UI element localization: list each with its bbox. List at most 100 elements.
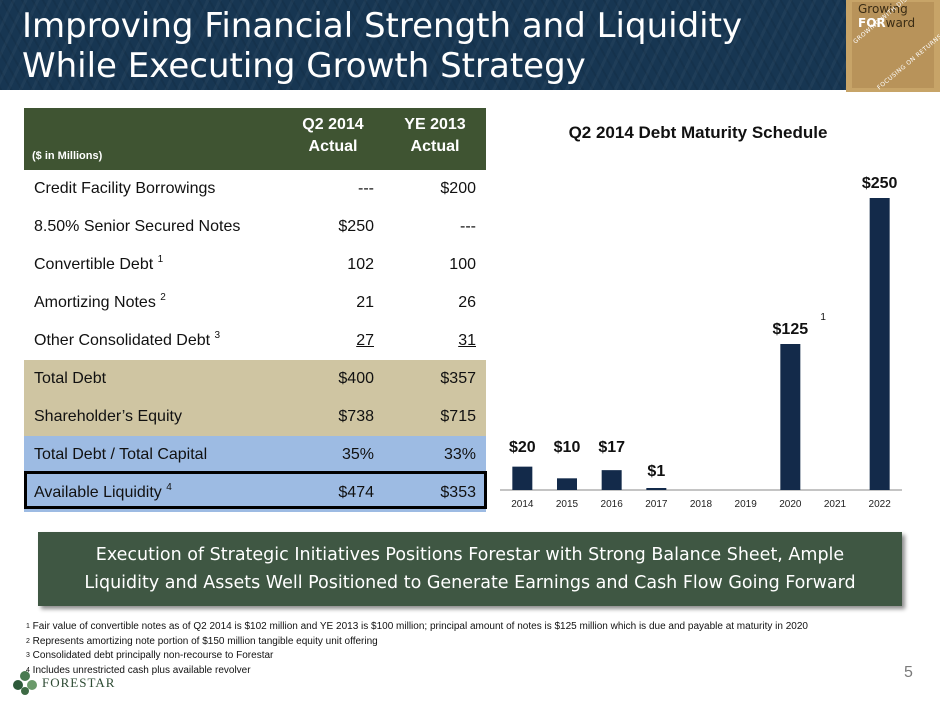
underlined-value: 31 — [458, 332, 476, 349]
company-name: FORESTAR — [42, 675, 116, 690]
row-label: Total Debt / Total Capital — [24, 446, 282, 464]
row-q2-value: $400 — [338, 370, 374, 387]
row-label-text: Total Debt — [34, 370, 107, 387]
row-label-text: Shareholder’s Equity — [34, 408, 182, 425]
table-row: Credit Facility Borrowings --- $200 — [24, 170, 486, 208]
table-row: Convertible Debt 1 102 100 — [24, 246, 486, 284]
x-tick-label: 2014 — [511, 499, 534, 510]
badge-line-1: Growing — [858, 2, 908, 16]
badge-inner — [852, 2, 934, 88]
x-tick-label: 2019 — [735, 499, 758, 510]
table-row-available-liquidity: Available Liquidity 4 $474 $353 — [24, 474, 486, 512]
row-label: Total Debt — [24, 370, 282, 388]
badge-ward: ward — [885, 16, 916, 30]
row-ye-value: 31 — [384, 332, 486, 350]
growing-forward-badge: Growing FORward GROWING WITH DISCIPLINE … — [846, 0, 940, 92]
footnote-number: 3 — [26, 652, 30, 659]
row-label: Convertible Debt 1 — [24, 254, 282, 274]
chart-title: Q2 2014 Debt Maturity Schedule — [568, 123, 828, 142]
bar-2016 — [601, 470, 622, 490]
row-label: Amortizing Notes 2 — [24, 292, 282, 312]
col2-line2: Actual — [410, 138, 460, 155]
table-row-debt-to-capital: Total Debt / Total Capital 35% 33% — [24, 436, 486, 474]
row-ye-value: $357 — [440, 370, 476, 387]
bar-2015 — [557, 478, 577, 490]
footnote-ref: 2 — [160, 292, 166, 303]
footnote-text: Fair value of convertible notes as of Q2… — [29, 621, 808, 632]
x-tick-label: 2018 — [690, 499, 713, 510]
title-line-1: Improving Financial Strength and Liquidi… — [22, 6, 743, 46]
row-label: 8.50% Senior Secured Notes — [24, 218, 282, 236]
data-label: $250 — [862, 175, 898, 192]
row-q2-value: $250 — [338, 218, 374, 235]
footnote: 4 Includes unrestricted cash plus availa… — [26, 664, 906, 679]
row-label: Credit Facility Borrowings — [24, 180, 282, 198]
footnote-number: 1 — [26, 623, 30, 630]
col-header-ye-2013: YE 2013 Actual — [384, 108, 486, 170]
col2-line1: YE 2013 — [404, 116, 466, 133]
row-q2-value: $474 — [338, 484, 374, 501]
row-ye-value: $200 — [440, 180, 476, 197]
debt-summary-table: ($ in Millions) Q2 2014 Actual YE 2013 A… — [24, 108, 486, 512]
footnote-text: Includes unrestricted cash plus availabl… — [29, 664, 251, 676]
row-q2-value: 102 — [347, 256, 374, 273]
page-number: 5 — [904, 664, 913, 681]
bar-2022 — [869, 198, 890, 490]
row-label-text: 8.50% Senior Secured Notes — [34, 218, 241, 235]
footnote: 3 Consolidated debt principally non-reco… — [26, 649, 906, 664]
table-row-total-debt: Total Debt $400 $357 — [24, 360, 486, 398]
col-header-q2-2014: Q2 2014 Actual — [282, 108, 384, 170]
row-q2-value: $738 — [338, 408, 374, 425]
row-ye-value: --- — [460, 218, 476, 235]
row-ye-value: 33% — [443, 446, 476, 463]
footnotes: 1 Fair value of convertible notes as of … — [26, 620, 906, 678]
table-row: Other Consolidated Debt 3 27 31 — [24, 322, 486, 360]
row-ye-value: $715 — [440, 408, 476, 425]
banner-line-2: Liquidity and Assets Well Positioned to … — [84, 573, 856, 593]
forestar-leaf-icon — [13, 671, 37, 695]
table-header: ($ in Millions) Q2 2014 Actual YE 2013 A… — [24, 108, 486, 170]
row-q2-value: 21 — [356, 294, 374, 311]
data-label: $20 — [509, 439, 536, 456]
data-label: $1 — [647, 463, 665, 480]
row-label-text: Amortizing Notes — [34, 294, 161, 311]
title-line-2: While Executing Growth Strategy — [22, 46, 586, 86]
x-tick-label: 2021 — [824, 499, 847, 510]
footnote-ref: 3 — [214, 330, 221, 341]
row-label-text: Total Debt / Total Capital — [34, 446, 208, 463]
header-texture — [0, 0, 940, 90]
company-logo: FORESTAR — [12, 670, 115, 696]
x-tick-label: 2015 — [556, 499, 579, 510]
footnote: 1 Fair value of convertible notes as of … — [26, 620, 906, 635]
row-q2-value: --- — [358, 180, 374, 197]
row-label: Available Liquidity 4 — [24, 482, 282, 502]
x-tick-label: 2017 — [645, 499, 668, 510]
table-row: Amortizing Notes 2 21 26 — [24, 284, 486, 322]
row-label-text: Convertible Debt — [34, 256, 158, 273]
bar-2020 — [780, 344, 801, 490]
x-tick-label: 2020 — [779, 499, 802, 510]
key-message-banner: Execution of Strategic Initiatives Posit… — [38, 532, 902, 606]
header-bar: Improving Financial Strength and Liquidi… — [0, 0, 940, 90]
footnote: 2 Represents amortizing note portion of … — [26, 635, 906, 650]
row-label-text: Credit Facility Borrowings — [34, 180, 216, 197]
table-row-equity: Shareholder’s Equity $738 $715 — [24, 398, 486, 436]
row-ye-value: 26 — [458, 294, 476, 311]
debt-maturity-chart: 2014 $20 2015 $10 2016 $17 2017 $1 2018 2019 2020 $… — [500, 175, 902, 510]
badge-for: FOR — [858, 16, 886, 30]
row-ye-value: 100 — [449, 256, 476, 273]
row-label: Shareholder’s Equity — [24, 408, 282, 426]
footnote-ref: 1 — [157, 254, 164, 265]
badge-line-2: FORward — [858, 16, 915, 30]
banner-line-1: Execution of Strategic Initiatives Posit… — [95, 545, 845, 565]
units-label: ($ in Millions) — [32, 150, 103, 162]
annotation-footnote-ref: 1 — [820, 312, 826, 323]
row-q2-value: 35% — [341, 446, 374, 463]
footnote-number: 4 — [26, 666, 30, 674]
footnote-ref: 4 — [166, 482, 172, 493]
data-label: $10 — [554, 439, 581, 456]
col1-line2: Actual — [308, 138, 358, 155]
row-ye-value: $353 — [440, 484, 476, 501]
row-label-text: Other Consolidated Debt — [34, 332, 215, 349]
row-label: Other Consolidated Debt 3 — [24, 330, 282, 350]
